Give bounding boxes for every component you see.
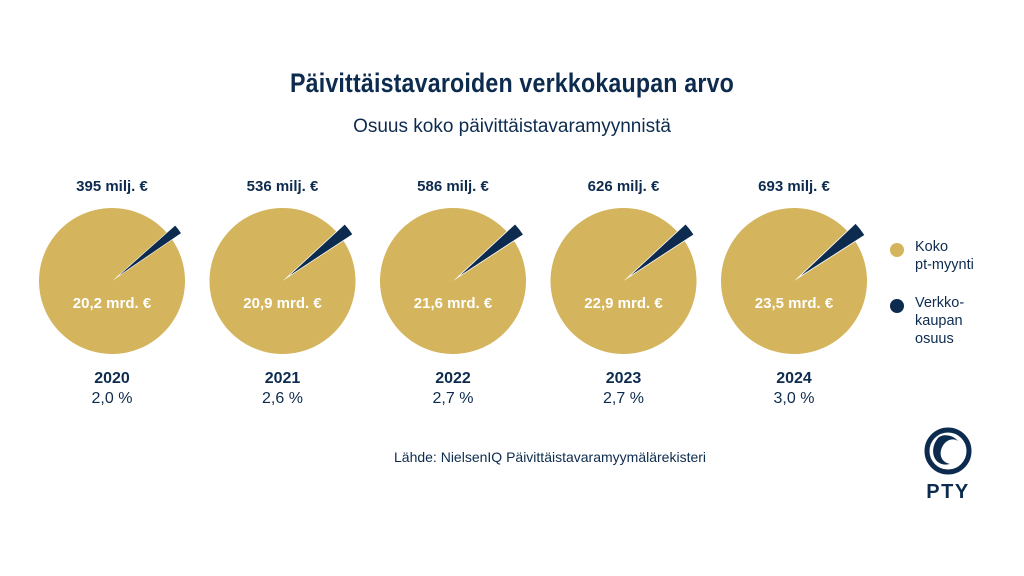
- legend-swatch-online: [890, 299, 904, 313]
- online-value-label: 586 milj. €: [417, 178, 489, 195]
- total-value-label: 22,9 mrd. €: [584, 295, 663, 312]
- pie-slice-total: [39, 207, 186, 354]
- pty-logo-text: PTY: [926, 481, 970, 503]
- total-value-label: 20,2 mrd. €: [73, 295, 152, 312]
- pie-slice-total: [720, 207, 867, 354]
- year-label: 2023: [606, 370, 642, 387]
- share-label: 2,0 %: [92, 390, 133, 407]
- legend-item-online: Verkko- kaupan osuus: [890, 294, 1010, 348]
- pie-slice-total: [379, 207, 526, 354]
- online-value-label: 626 milj. €: [588, 178, 660, 195]
- pie-slice-online: [289, 224, 353, 276]
- share-label: 2,7 %: [603, 390, 644, 407]
- share-label: 2,6 %: [262, 390, 303, 407]
- pie-slice-online: [119, 225, 181, 276]
- chart-title: Päivittäistavaroiden verkkokaupan arvo: [289, 68, 735, 98]
- year-label: 2022: [435, 370, 471, 387]
- total-value-label: 21,6 mrd. €: [414, 295, 493, 312]
- pie-slice-online: [460, 224, 523, 276]
- pie-slice-total: [209, 208, 356, 355]
- year-label: 2021: [265, 370, 301, 387]
- legend: Koko pt-myynti Verkko- kaupan osuus: [890, 238, 1010, 368]
- pie-slice-total: [550, 208, 697, 355]
- share-label: 3,0 %: [774, 390, 815, 407]
- legend-swatch-total: [890, 243, 904, 257]
- year-label: 2024: [776, 370, 812, 387]
- source-note: Lähde: NielsenIQ Päivittäistavaramyymälä…: [394, 449, 707, 465]
- year-label: 2020: [94, 370, 130, 387]
- legend-item-total: Koko pt-myynti: [890, 238, 1010, 274]
- online-value-label: 536 milj. €: [247, 178, 319, 195]
- pie-slice-online: [630, 224, 694, 276]
- chart-subtitle: Osuus koko päivittäistavaramyynnistä: [353, 116, 671, 137]
- pie-slice-online: [801, 223, 865, 276]
- online-value-label: 395 milj. €: [76, 178, 148, 195]
- total-value-label: 23,5 mrd. €: [755, 295, 834, 312]
- total-value-label: 20,9 mrd. €: [243, 295, 322, 312]
- pty-logo: PTY: [920, 424, 976, 504]
- legend-label-total: Koko pt-myynti: [915, 239, 974, 273]
- pty-logo-mark: [924, 427, 972, 475]
- online-value-label: 693 milj. €: [758, 178, 830, 195]
- share-label: 2,7 %: [433, 390, 474, 407]
- legend-label-online: Verkko- kaupan osuus: [915, 295, 965, 347]
